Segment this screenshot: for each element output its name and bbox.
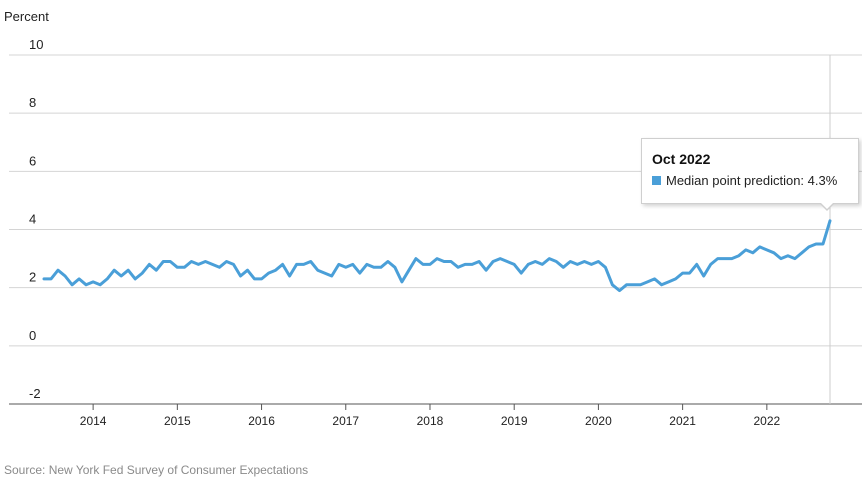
gridlines (9, 54, 862, 405)
tooltip-row: Median point prediction: 4.3% (652, 173, 837, 188)
y-tick-labels: -2 0 2 4 6 8 10 (29, 37, 43, 401)
tooltip-caret-inner (820, 202, 834, 209)
y-tick-label: 4 (29, 212, 36, 227)
x-tick-label: 2020 (585, 414, 612, 428)
y-axis-label: Percent (4, 9, 49, 24)
y-tick-label: -2 (29, 386, 41, 401)
x-tick-label: 2015 (164, 414, 191, 428)
y-tick-label: 10 (29, 37, 43, 52)
y-tick-label: 0 (29, 328, 36, 343)
hover-tooltip: Oct 2022 Median point prediction: 4.3% (641, 138, 859, 211)
x-tick-label: 2016 (248, 414, 275, 428)
source-note: Source: New York Fed Survey of Consumer … (4, 463, 309, 477)
y-tick-label: 8 (29, 95, 36, 110)
x-tick-label: 2019 (501, 414, 528, 428)
series-group (42, 219, 832, 293)
y-tick-label: 6 (29, 153, 36, 168)
x-tick-label: 2014 (80, 414, 107, 428)
tooltip-title: Oct 2022 (652, 151, 711, 167)
tooltip-label: Median point prediction: 4.3% (666, 173, 838, 188)
tooltip-swatch (652, 176, 661, 185)
x-tick-label: 2017 (332, 414, 359, 428)
x-tick-label: 2022 (753, 414, 780, 428)
y-tick-label: 2 (29, 270, 36, 285)
series-line-median-point-prediction (42, 219, 832, 293)
x-tick-label: 2021 (669, 414, 696, 428)
x-tick-labels: 2014 2015 2016 2017 2018 2019 2020 2021 2022 (80, 404, 781, 428)
x-tick-label: 2018 (417, 414, 444, 428)
